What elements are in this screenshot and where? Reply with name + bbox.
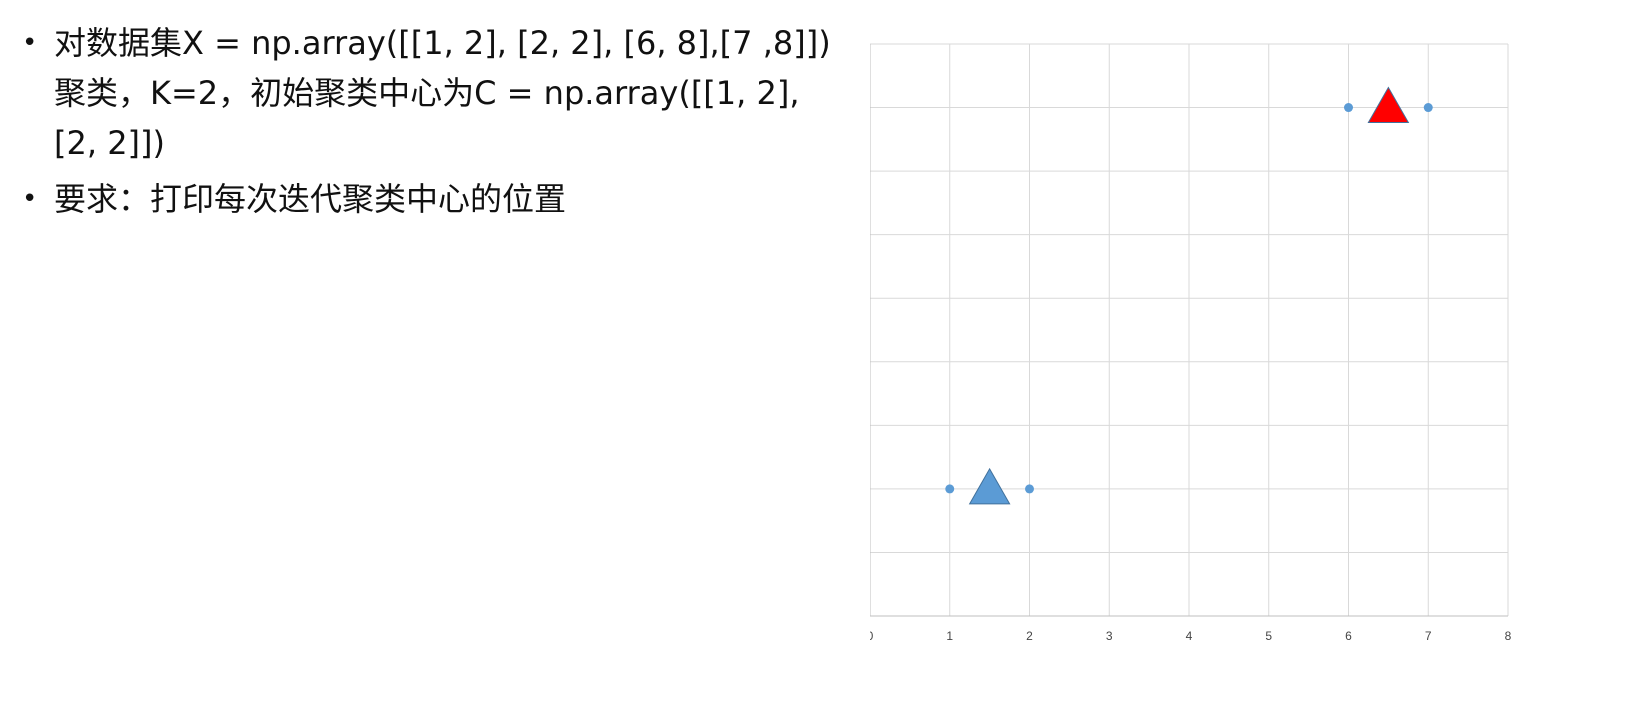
x-tick-label: 7: [1425, 629, 1432, 643]
data-point: [1344, 103, 1353, 113]
chart-canvas: 0123456780123456789: [870, 43, 1512, 643]
centroid-marker: [1367, 86, 1410, 124]
bullet-line: 聚类，K=2，初始聚类中心为C = np.array([[1, 2],: [54, 74, 800, 112]
x-tick-label: 1: [946, 629, 953, 643]
bullet-line: 要求：打印每次迭代聚类中心的位置: [54, 180, 567, 218]
x-tick-label: 5: [1265, 629, 1272, 643]
bullet-item-requirement: • 要求：打印每次迭代聚类中心的位置: [22, 174, 852, 224]
x-tick-label: 0: [870, 629, 874, 643]
bullet-line: 对数据集X = np.array([[1, 2], [2, 2], [6, 8]…: [54, 24, 831, 62]
x-tick-label: 2: [1026, 629, 1033, 643]
bullet-line: [2, 2]]): [54, 124, 165, 162]
x-tick-label: 4: [1186, 629, 1193, 643]
bullet-dot: •: [22, 184, 38, 214]
data-point: [945, 484, 955, 494]
bullet-dot: •: [22, 28, 38, 58]
x-tick-label: 6: [1345, 629, 1352, 643]
centroid-marker: [968, 467, 1011, 505]
scatter-chart: 0123456780123456789: [870, 30, 1630, 690]
text-panel: • 对数据集X = np.array([[1, 2], [2, 2], [6, …: [22, 18, 852, 230]
data-point: [1423, 103, 1433, 113]
x-tick-label: 3: [1106, 629, 1113, 643]
data-point: [1025, 484, 1034, 494]
bullet-item-dataset: • 对数据集X = np.array([[1, 2], [2, 2], [6, …: [22, 18, 852, 168]
x-tick-label: 8: [1505, 629, 1512, 643]
